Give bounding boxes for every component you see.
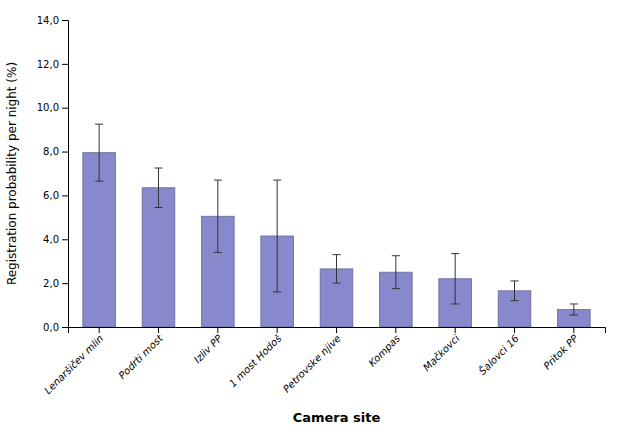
error-bar-cap xyxy=(273,180,281,181)
y-tick-label: 6,0 xyxy=(43,190,59,201)
x-tick: Pritok PP xyxy=(541,327,581,372)
y-tick: 0,0 xyxy=(43,322,68,333)
x-tick-label: 1 most Hodoš xyxy=(227,332,284,389)
y-tick-label: 14,0 xyxy=(37,15,59,26)
error-bar-line xyxy=(277,180,278,292)
error-bar-cap xyxy=(333,254,341,255)
x-tick-mark xyxy=(277,327,278,333)
error-bar-line xyxy=(395,256,396,289)
y-tick: 6,0 xyxy=(43,190,68,201)
error-bar-cap xyxy=(95,124,103,125)
error-bar-line xyxy=(336,255,337,284)
x-tick-label: Lenaršičev mlin xyxy=(42,333,105,396)
error-bar-cap xyxy=(273,291,281,292)
error-bar-line xyxy=(99,124,100,181)
y-tick-mark xyxy=(62,283,68,284)
x-axis: Lenaršičev mlinPodrti most Izliv PP1 most… xyxy=(42,327,605,396)
y-axis: 0,0 2,0 4,0 6,0 8,0 10,0 12,0 14,0 xyxy=(37,15,69,333)
bar xyxy=(142,188,175,327)
x-tick-mark xyxy=(514,327,515,333)
x-tick-label: Šalovci 16 xyxy=(476,332,521,377)
error-bar-cap xyxy=(333,283,341,284)
x-tick-label: Petrovske njive xyxy=(281,333,343,395)
x-tick-mark xyxy=(573,327,574,333)
error-bar xyxy=(333,255,341,284)
error-bar-cap xyxy=(154,168,162,169)
y-tick-mark xyxy=(62,64,68,65)
x-tick: 1 most Hodoš xyxy=(227,327,284,389)
error-bar xyxy=(570,304,578,315)
x-axis-title: Camera site xyxy=(293,410,381,425)
y-tick-mark xyxy=(62,152,68,153)
x-tick-label: Mačkovci xyxy=(421,333,462,374)
y-tick-label: 0,0 xyxy=(43,322,59,333)
error-bar xyxy=(451,254,459,304)
y-tick: 4,0 xyxy=(43,234,68,245)
x-tick-label: Pritok PP xyxy=(541,332,581,372)
y-tick-label: 10,0 xyxy=(37,102,59,113)
y-tick-label: 12,0 xyxy=(37,59,59,70)
error-bar-cap xyxy=(451,303,459,304)
error-bar xyxy=(392,256,400,289)
y-tick: 14,0 xyxy=(37,15,68,26)
x-tick-label: Izliv PP xyxy=(192,332,225,365)
error-bar xyxy=(511,281,519,301)
y-tick: 2,0 xyxy=(43,278,68,289)
y-tick: 10,0 xyxy=(37,102,68,113)
error-bar-cap xyxy=(570,314,578,315)
error-bar xyxy=(154,168,162,207)
error-bar-cap xyxy=(511,300,519,301)
x-tick-label: Podrti most xyxy=(116,332,165,381)
x-tick: Kompas xyxy=(366,327,402,369)
error-bar-cap xyxy=(214,180,222,181)
x-tick: Podrti most xyxy=(116,327,165,381)
x-tick: Mačkovci xyxy=(421,327,462,373)
chart: 0,0 2,0 4,0 6,0 8,0 10,0 12,0 14,0 Lenaršičev ml… xyxy=(0,0,625,432)
error-bar-cap xyxy=(392,255,400,256)
y-tick-mark xyxy=(62,108,68,109)
y-axis-title: Registration probability per night (%) xyxy=(5,62,19,285)
error-bar-cap xyxy=(511,280,519,281)
y-tick: 12,0 xyxy=(37,59,68,70)
error-bar xyxy=(95,124,103,181)
x-tick-mark xyxy=(336,327,337,333)
y-tick-label: 4,0 xyxy=(43,234,59,245)
error-bar-cap xyxy=(214,252,222,253)
x-tick-mark xyxy=(455,327,456,333)
y-tick-label: 8,0 xyxy=(43,146,59,157)
x-axis-line xyxy=(69,328,606,334)
y-tick-mark xyxy=(62,239,68,240)
error-bar-line xyxy=(455,254,456,304)
error-bar-cap xyxy=(451,253,459,254)
error-bar xyxy=(214,180,222,252)
error-bar-line xyxy=(573,304,574,315)
error-bar-line xyxy=(217,180,218,252)
y-tick-mark xyxy=(62,327,68,328)
x-tick: Petrovske njive xyxy=(281,327,343,395)
error-bar-cap xyxy=(392,288,400,289)
x-tick-mark xyxy=(217,327,218,333)
marks xyxy=(83,124,590,327)
error-bar-line xyxy=(514,281,515,301)
error-bar xyxy=(273,180,281,292)
x-tick-label: Kompas xyxy=(366,333,402,369)
x-tick: Izliv PP xyxy=(192,327,225,365)
y-tick-mark xyxy=(62,195,68,196)
error-bar-cap xyxy=(570,303,578,304)
y-tick-label: 2,0 xyxy=(43,278,59,289)
x-tick-mark xyxy=(158,327,159,333)
error-bar-line xyxy=(158,168,159,207)
x-tick-mark xyxy=(99,327,100,333)
error-bar-cap xyxy=(95,181,103,182)
x-tick: Lenaršičev mlin xyxy=(42,327,105,396)
y-tick: 8,0 xyxy=(43,146,68,157)
plot: 0,0 2,0 4,0 6,0 8,0 10,0 12,0 14,0 Lenaršičev ml… xyxy=(37,15,606,396)
error-bar-cap xyxy=(154,207,162,208)
x-tick: Šalovci 16 xyxy=(476,327,521,377)
y-axis-line xyxy=(62,21,69,328)
x-tick-mark xyxy=(395,327,396,333)
y-tick-mark xyxy=(62,20,68,21)
